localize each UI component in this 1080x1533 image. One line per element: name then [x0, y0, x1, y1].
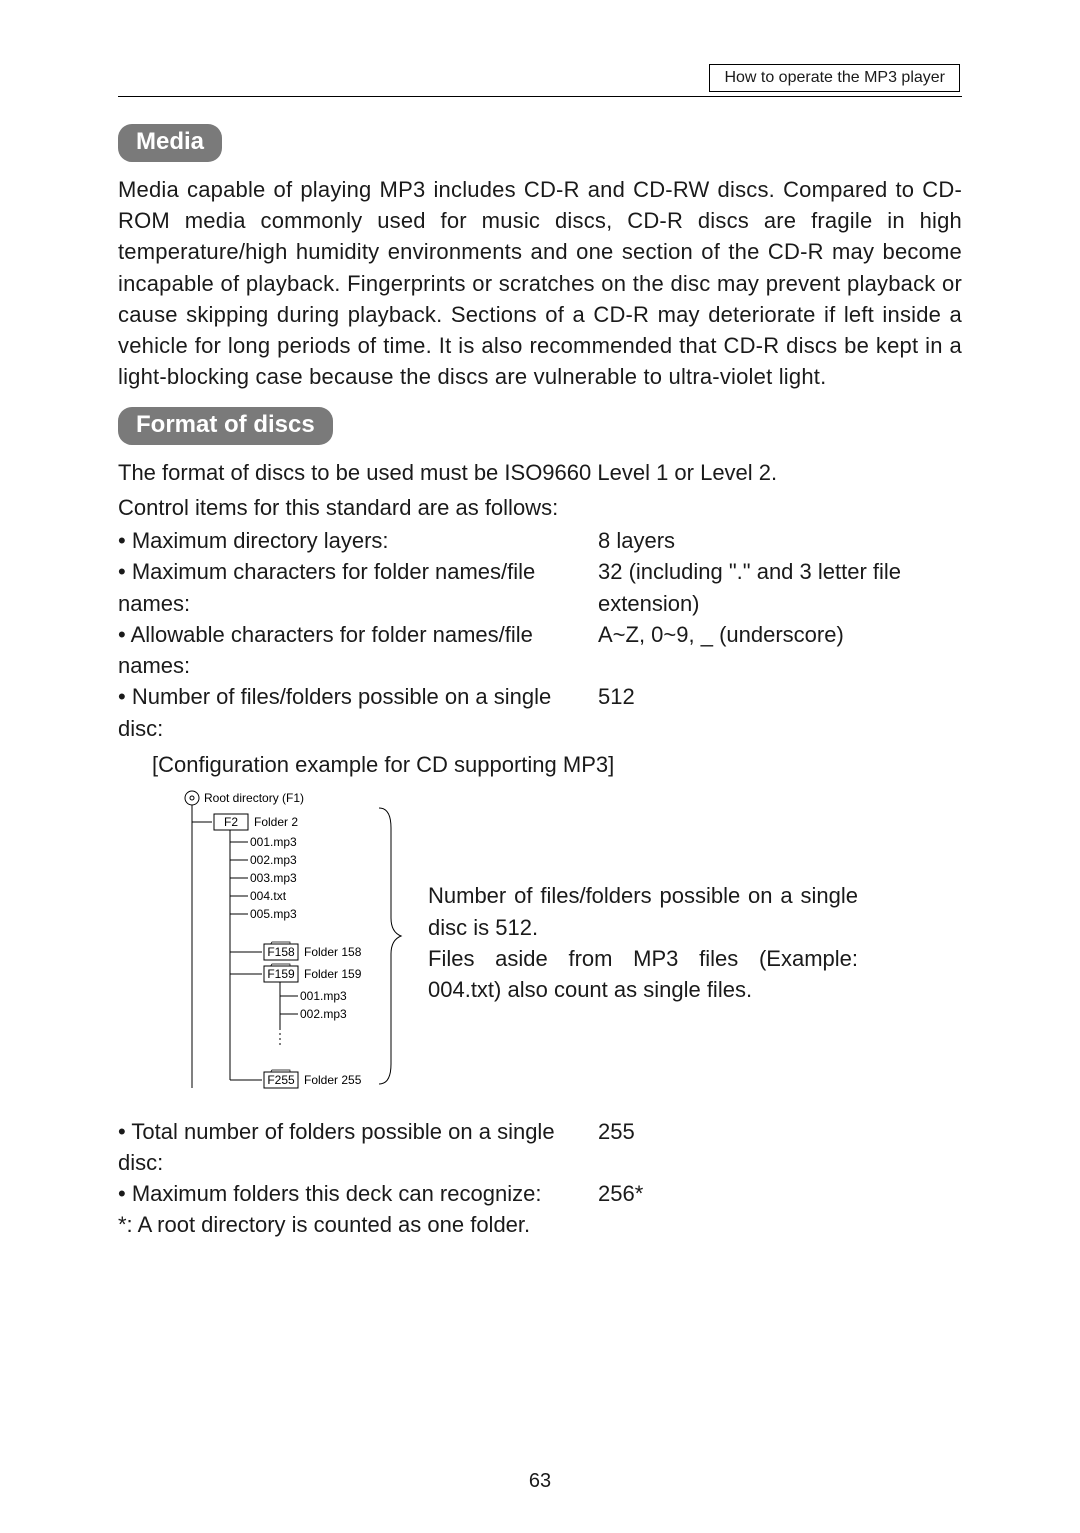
svg-text:Folder 158: Folder 158: [304, 945, 362, 959]
spec-row: • Maximum directory layers: 8 layers: [118, 525, 962, 556]
config-caption: [Configuration example for CD supporting…: [152, 752, 962, 778]
svg-text:Root directory (F1): Root directory (F1): [204, 791, 304, 805]
spec-value: 512: [598, 681, 962, 743]
spec-value: 256*: [598, 1178, 962, 1209]
media-paragraph: Media capable of playing MP3 includes CD…: [118, 174, 962, 393]
spec-label: • Allowable characters for folder names/…: [118, 619, 598, 681]
header-section-box: How to operate the MP3 player: [709, 64, 960, 92]
spec-row: • Total number of folders possible on a …: [118, 1116, 962, 1178]
svg-text:001.mp3: 001.mp3: [300, 989, 347, 1003]
spec-label: • Maximum directory layers:: [118, 525, 598, 556]
spec-value: 32 (including "." and 3 letter file exte…: [598, 556, 962, 618]
header-rule: [118, 96, 962, 97]
svg-text:F159: F159: [267, 967, 295, 981]
spec-value: 255: [598, 1116, 962, 1178]
svg-text:002.mp3: 002.mp3: [250, 853, 297, 867]
svg-text:F255: F255: [267, 1073, 295, 1087]
svg-text:003.mp3: 003.mp3: [250, 871, 297, 885]
spec-label: • Total number of folders possible on a …: [118, 1116, 598, 1178]
diagram-side-note: Number of files/folders possible on a si…: [428, 880, 858, 1005]
svg-text:F158: F158: [267, 945, 295, 959]
spec-label: • Number of files/folders possible on a …: [118, 681, 598, 743]
spec-row: • Number of files/folders possible on a …: [118, 681, 962, 743]
spec-label: • Maximum folders this deck can recogniz…: [118, 1178, 598, 1209]
spec-row: • Maximum characters for folder names/fi…: [118, 556, 962, 618]
section-title-format: Format of discs: [118, 407, 333, 445]
diagram-note-line: Number of files/folders possible on a si…: [428, 883, 858, 939]
folder-tree-diagram: Root directory (F1) F2 Folder 2 001.mp3 002.…: [174, 788, 404, 1098]
svg-text:001.mp3: 001.mp3: [250, 835, 297, 849]
spec-label: • Maximum characters for folder names/fi…: [118, 556, 598, 618]
content: Media Media capable of playing MP3 inclu…: [118, 60, 962, 1241]
diagram-note-line: Files aside from MP3 files (Example: 004…: [428, 946, 858, 1002]
svg-text:005.mp3: 005.mp3: [250, 907, 297, 921]
format-intro-2: Control items for this standard are as f…: [118, 492, 962, 523]
svg-text:Folder 2: Folder 2: [254, 815, 298, 829]
svg-text:002.mp3: 002.mp3: [300, 1007, 347, 1021]
format-intro-1: The format of discs to be used must be I…: [118, 457, 962, 488]
config-diagram-block: Root directory (F1) F2 Folder 2 001.mp3 002.…: [174, 788, 962, 1098]
svg-text:004.txt: 004.txt: [250, 889, 287, 903]
spec-value: 8 layers: [598, 525, 962, 556]
spec-value: A~Z, 0~9, _ (underscore): [598, 619, 962, 681]
page-number: 63: [0, 1470, 1080, 1493]
spec-row: • Allowable characters for folder names/…: [118, 619, 962, 681]
svg-text:Folder 159: Folder 159: [304, 967, 362, 981]
spec-row: • Maximum folders this deck can recogniz…: [118, 1178, 962, 1209]
footnote: *: A root directory is counted as one fo…: [118, 1209, 962, 1240]
svg-text:F2: F2: [224, 815, 238, 829]
page: How to operate the MP3 player Media Medi…: [0, 0, 1080, 1533]
svg-text:Folder 255: Folder 255: [304, 1073, 362, 1087]
section-title-media: Media: [118, 124, 222, 162]
